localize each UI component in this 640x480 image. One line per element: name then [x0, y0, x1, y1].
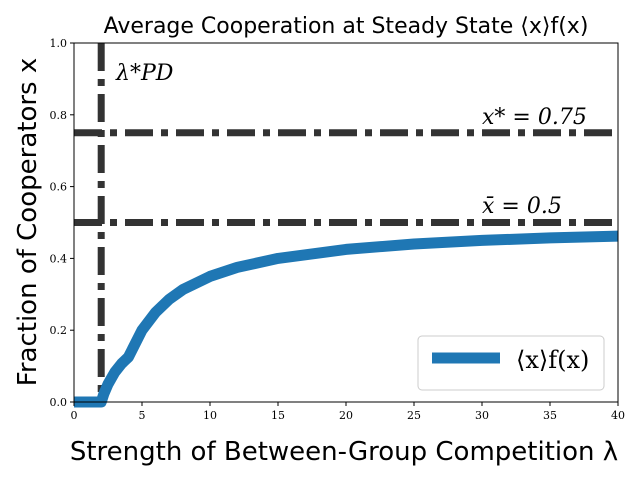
y-tick-label: 1.0	[50, 37, 68, 50]
x-tick-label: 0	[71, 409, 78, 422]
x-tick-label: 30	[475, 409, 489, 422]
x-tick-label: 40	[611, 409, 625, 422]
y-tick-label: 0.6	[50, 181, 68, 194]
y-tick-label: 0.4	[50, 252, 68, 265]
x-tick-label: 15	[271, 409, 285, 422]
series-layer	[74, 230, 619, 408]
annotation-x-star: x* = 0.75	[482, 105, 587, 130]
x-tick-label: 20	[339, 409, 353, 422]
annotation-x-bar: x̄ = 0.5	[482, 194, 562, 219]
x-tick-label: 35	[543, 409, 557, 422]
chart-title: Average Cooperation at Steady State ⟨x⟩f…	[104, 14, 589, 39]
series-line-0	[74, 230, 619, 408]
x-tick-label: 5	[139, 409, 146, 422]
x-axis-title: Strength of Between-Group Competition λ	[70, 437, 618, 467]
annotation-lambda-pd: λ*PD	[115, 61, 174, 86]
ticks: 0 5 10 15 20 25 30 35 40 0.0 0.2 0.4 0.6 0.8 1.0	[50, 37, 626, 422]
y-tick-label: 0.2	[50, 324, 68, 337]
y-tick-label: 0.0	[50, 396, 68, 409]
legend-label: ⟨x⟩f(x)	[516, 346, 589, 374]
reference-lines	[74, 43, 618, 402]
y-axis-title: Fraction of Cooperators x	[13, 58, 43, 386]
y-tick-label: 0.8	[50, 109, 68, 122]
x-tick-label: 10	[203, 409, 217, 422]
legend: ⟨x⟩f(x)	[417, 335, 605, 391]
x-tick-label: 25	[407, 409, 421, 422]
legend-box	[417, 335, 605, 391]
